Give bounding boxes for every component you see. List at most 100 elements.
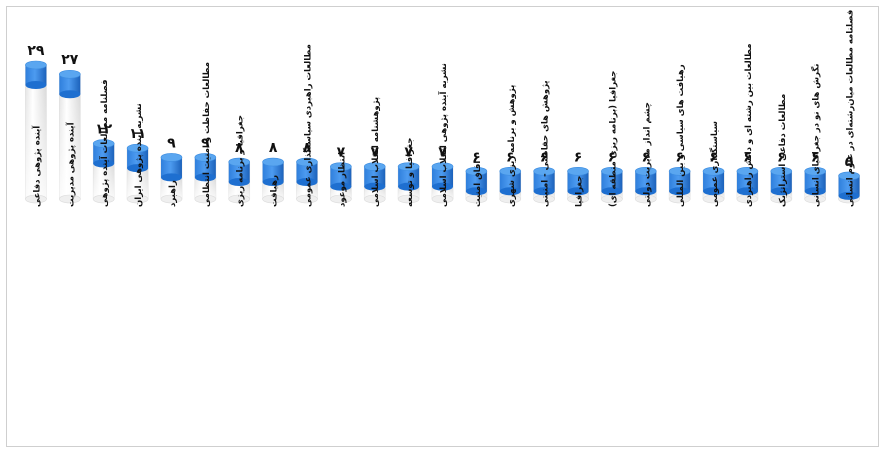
bar-5 <box>160 153 183 204</box>
bar-cap <box>736 166 759 176</box>
bar-top-band-edge <box>330 182 352 191</box>
bar-top-band <box>93 143 115 164</box>
value-label: ۶ <box>811 149 820 165</box>
bar-cap <box>194 153 217 162</box>
category-label: مطالعات بین رشته ای و دانش راهبردی <box>744 44 754 207</box>
bar-15 <box>499 166 522 204</box>
bar-24 <box>804 166 826 204</box>
bar-top-band-edge <box>262 178 284 187</box>
bar-top-band-edge <box>296 178 318 187</box>
bar-top-band-edge <box>59 90 81 99</box>
category-label: نشریه آینده پژوهی انقلاب اسلامی <box>437 63 449 207</box>
bar-top-band <box>228 162 250 183</box>
bar-top-band-edge <box>465 187 487 196</box>
category-label: پژوهش و برنامه ریزی شهری <box>507 85 517 207</box>
bar-13 <box>431 162 454 204</box>
bar-cap <box>465 166 488 176</box>
value-label: ۶ <box>574 149 583 165</box>
bar-cap <box>296 157 318 167</box>
bar-base <box>59 194 81 204</box>
bar-25 <box>838 171 860 204</box>
bar-cap <box>25 60 47 70</box>
category-label: چشم انداز مدیریت دولتی <box>642 102 652 207</box>
bar-top-band-edge <box>567 187 589 196</box>
bar-top-band-edge <box>194 173 216 182</box>
bar-chart: ۲۹ ۲۷ ۱۲ ۱۱ ۹ ۹ ۸ ۸ ۸ ۷ ۷ ۷ ۷ ۶ ۶ ۶ ۶ ۶ ۶ ۶ ۶ ۶ ۶ ۶ ۵ آینده پژوه… <box>25 10 860 207</box>
bar-top-band <box>465 171 487 192</box>
category-label: انتظار موعود <box>337 152 347 207</box>
value-label: ۸ <box>303 140 312 156</box>
bar-top-band-edge <box>499 187 521 196</box>
bar-fade <box>262 182 284 199</box>
value-labels-layer: ۲۹ ۲۷ ۱۲ ۱۱ ۹ ۹ ۸ ۸ ۸ ۷ ۷ ۷ ۷ ۶ ۶ ۶ ۶ ۶ ۶ ۶ ۶ ۶ ۶ ۶ ۵ <box>27 43 853 170</box>
bar-base <box>194 194 217 204</box>
bar-base <box>160 194 183 204</box>
category-label: جغرافیا (برنامه ریزی منطقه ای) <box>608 71 618 207</box>
bar-top-band <box>59 74 81 95</box>
bar-top-band <box>770 171 792 192</box>
value-label: ۶ <box>642 149 651 165</box>
category-label: نشریه آینده پژوهی ایران <box>132 103 144 207</box>
bar-cap <box>838 171 860 181</box>
category-labels-layer: آینده پژوهی دفاعی آینده پژوهی مدیریت فصلنا… <box>30 10 855 207</box>
bar-top-band <box>194 157 216 178</box>
category-label: سیاستگذاری عمومی <box>709 121 720 207</box>
bar-top-band <box>432 166 453 187</box>
bar-cap <box>770 166 793 176</box>
bar-top-band <box>533 171 555 192</box>
bar-top-band-edge <box>804 187 826 196</box>
bars-layer <box>25 60 860 204</box>
bar-cap <box>499 166 522 176</box>
bar-cap <box>702 166 725 176</box>
bar-12 <box>397 162 420 204</box>
category-label: آینده پژوهی دفاعی <box>30 125 42 207</box>
bar-top-band <box>601 171 623 192</box>
bar-cap <box>804 166 826 176</box>
value-label: ۶ <box>709 149 718 165</box>
category-label: پژوهش های حفاظتی - امنیتی <box>541 80 551 207</box>
bar-base <box>126 194 149 204</box>
value-label: ۷ <box>438 145 447 161</box>
bar-fade <box>93 163 115 199</box>
category-label: رهیافت <box>270 175 280 207</box>
bar-9 <box>296 157 318 204</box>
bar-top-band <box>330 166 352 187</box>
bar-19 <box>634 166 657 204</box>
bar-fade <box>296 182 318 199</box>
bar-top-band-edge <box>127 164 149 173</box>
bar-top-band-edge <box>25 81 47 89</box>
bar-fade <box>127 168 149 199</box>
bar-fade <box>25 85 47 199</box>
bar-top-band-edge <box>736 187 758 196</box>
value-label: ۵ <box>845 154 854 170</box>
value-label: ۶ <box>777 149 786 165</box>
bar-top-band-edge <box>364 182 386 191</box>
bar-22 <box>736 166 759 204</box>
bar-top-band <box>398 166 420 187</box>
bar-top-band-edge <box>228 178 250 187</box>
value-label: ۶ <box>540 149 549 165</box>
bar-top-band-edge <box>838 191 860 200</box>
bar-cap <box>634 166 657 176</box>
category-label: راهبرد <box>168 180 178 207</box>
bar-6 <box>194 153 217 204</box>
bar-top-band <box>804 171 826 192</box>
bar-cap <box>668 166 691 176</box>
value-label: ۹ <box>167 135 176 151</box>
bar-base <box>92 194 115 204</box>
category-label: جغرافیا و توسعه <box>405 138 415 207</box>
bar-top-band <box>296 162 318 183</box>
bar-base <box>431 194 454 204</box>
value-label: ۸ <box>235 140 244 156</box>
bar-cap <box>126 143 149 153</box>
bar-top-band <box>838 175 860 196</box>
bar-fade <box>160 177 182 199</box>
value-label: ۷ <box>370 145 379 161</box>
category-label: پژوهشنامه انقلاب اسلامی <box>371 97 381 207</box>
bar-base <box>330 194 352 204</box>
bar-top-band <box>567 171 589 192</box>
category-label: آینده پژوهی مدیریت <box>64 121 76 207</box>
bar-cap <box>262 157 284 167</box>
value-label: ۷ <box>337 145 346 161</box>
bar-top-band <box>127 148 149 169</box>
